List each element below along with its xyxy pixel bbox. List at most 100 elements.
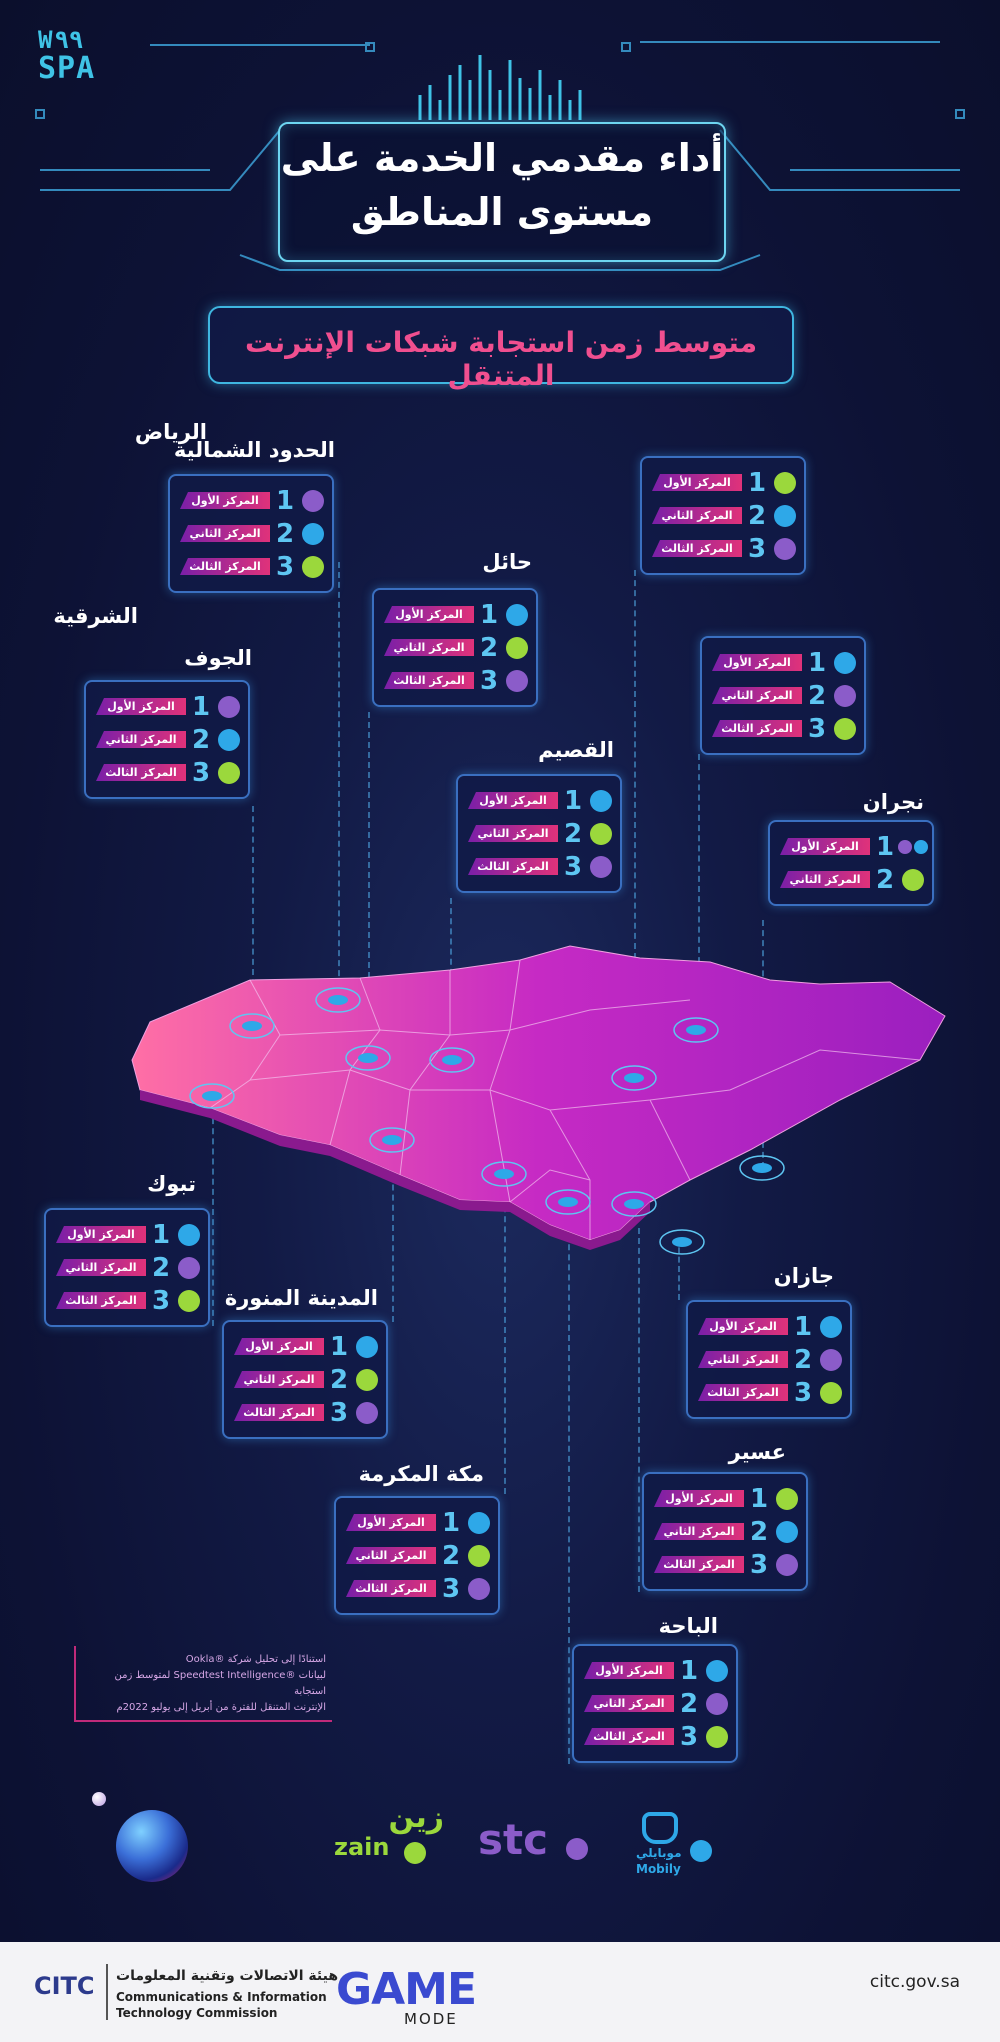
- rank-label: المركز الثاني: [180, 525, 270, 542]
- operator-dot: [706, 1660, 728, 1682]
- operator-dot: [820, 1382, 842, 1404]
- rank-label: المركز الأول: [584, 1662, 674, 1679]
- rank-number: 2: [750, 1517, 769, 1547]
- region-card: المركز الأول 1 المركز الثاني 2 المركز الثالث…: [334, 1496, 500, 1615]
- operator-dot: [776, 1521, 798, 1543]
- rank-number: 3: [750, 1550, 769, 1580]
- region-card: المركز الأول 1 المركز الثاني 2 المركز الثالث…: [700, 636, 866, 755]
- operator-dot: [834, 652, 856, 674]
- operator-dot: [776, 1488, 798, 1510]
- rank-number: 1: [750, 1484, 769, 1514]
- rank-number: 2: [276, 519, 295, 549]
- citc-name-en-line2: Technology Commission: [116, 2006, 278, 2020]
- rank-number: 3: [480, 666, 499, 696]
- citc-name-ar: هيئة الاتصالات وتقنية المعلومات: [116, 1968, 339, 1984]
- operator-dot: [302, 490, 324, 512]
- spa-logo: W٩٩ SPA: [38, 26, 120, 84]
- operator-dot: [218, 729, 240, 751]
- rank-label: المركز الثاني: [584, 1695, 674, 1712]
- region-name: مكة المكرمة: [358, 1462, 484, 1486]
- region-name: الباحة: [658, 1614, 718, 1638]
- rank-row: المركز الثالث 3: [458, 850, 620, 883]
- rank-row: المركز الثاني 2: [46, 1251, 208, 1284]
- operator-dot: [178, 1290, 200, 1312]
- rank-number: 1: [480, 600, 499, 630]
- leader-line: [678, 1238, 680, 1300]
- region-name: حائل: [482, 550, 532, 574]
- region-card: المركز الأول 1 المركز الثاني 2 المركز الثالث…: [456, 774, 622, 893]
- zain-logo-ar: زين: [388, 1800, 444, 1835]
- rank-number: 3: [808, 714, 827, 744]
- operator-dot: [820, 1349, 842, 1371]
- rank-number: 2: [330, 1365, 349, 1395]
- region-name: نجران: [862, 790, 924, 814]
- rank-label: المركز الثاني: [468, 825, 558, 842]
- rank-label: المركز الثالث: [96, 764, 186, 781]
- operator-dot: [774, 472, 796, 494]
- citc-logo: CITC: [34, 1972, 95, 2000]
- mobily-logo-ar: موبايلي: [636, 1846, 682, 1860]
- rank-number: 1: [152, 1220, 171, 1250]
- game-mode-logo: GAME: [336, 1964, 477, 2015]
- region-name: الجوف: [184, 646, 252, 670]
- rank-label: المركز الأول: [654, 1490, 744, 1507]
- game-mode-logo-sub: MODE: [404, 2010, 458, 2028]
- rank-label: المركز الأول: [384, 606, 474, 623]
- leader-line: [568, 1204, 570, 1764]
- region-card: المركز الأول 1 المركز الثاني 2 المركز الثالث…: [372, 588, 538, 707]
- rank-row: المركز الأول 1: [170, 484, 332, 517]
- operator-dot: [218, 762, 240, 784]
- rank-label: المركز الثاني: [346, 1547, 436, 1564]
- operator-dot: [302, 556, 324, 578]
- rank-label: المركز الثاني: [96, 731, 186, 748]
- operator-dot: [914, 840, 928, 854]
- rank-label: المركز الأول: [468, 792, 558, 809]
- rank-label: المركز الأول: [96, 698, 186, 715]
- rank-row: المركز الثاني 2: [574, 1687, 736, 1720]
- rank-row: المركز الثاني 2: [86, 723, 248, 756]
- rank-row: المركز الثالث 3: [374, 664, 536, 697]
- rank-row: المركز الثالث 3: [86, 756, 248, 789]
- operator-dot: [506, 670, 528, 692]
- region-card: المركز الأول 1 المركز الثاني 2: [768, 820, 934, 906]
- region-name: الشرقية: [53, 604, 138, 628]
- region-name: جازان: [773, 1264, 834, 1288]
- stc-dot: [566, 1838, 588, 1860]
- source-note: استنادًا إلى تحليل شركة ®Ookla لبيانات ®…: [74, 1646, 332, 1722]
- zain-dot: [404, 1842, 426, 1864]
- rank-number: 3: [680, 1722, 699, 1752]
- operator-dot: [218, 696, 240, 718]
- rank-row: المركز الأول 1: [770, 830, 932, 863]
- region-card: المركز الأول 1 المركز الثاني 2 المركز الثالث…: [168, 474, 334, 593]
- leader-line: [212, 1098, 214, 1326]
- region-card: المركز الأول 1 المركز الثاني 2 المركز الثالث…: [222, 1320, 388, 1439]
- stc-logo: stc: [478, 1818, 598, 1868]
- rank-label: المركز الأول: [234, 1338, 324, 1355]
- operator-dot: [178, 1224, 200, 1246]
- rank-number: 1: [680, 1656, 699, 1686]
- region-name: القصيم: [538, 738, 614, 762]
- rank-row: المركز الثالث 3: [336, 1572, 498, 1605]
- operator-dot: [356, 1369, 378, 1391]
- rank-row: المركز الأول 1: [458, 784, 620, 817]
- rank-row: المركز الأول 1: [688, 1310, 850, 1343]
- region-name: عسير: [728, 1440, 786, 1464]
- spa-logo-line2: SPA: [38, 51, 96, 86]
- rank-number: 2: [794, 1345, 813, 1375]
- rank-row: المركز الثالث 3: [702, 712, 864, 745]
- rank-number: 1: [276, 486, 295, 516]
- mobily-icon: [642, 1812, 678, 1844]
- rank-label: المركز الأول: [698, 1318, 788, 1335]
- rank-number: 1: [748, 468, 767, 498]
- rank-label: المركز الأول: [180, 492, 270, 509]
- rank-number: 2: [680, 1689, 699, 1719]
- rank-label: المركز الثالث: [180, 558, 270, 575]
- region-name: المدينة المنورة: [224, 1286, 378, 1310]
- zain-logo: زين zain: [334, 1802, 444, 1872]
- website-link[interactable]: citc.gov.sa: [869, 1972, 960, 1992]
- rank-label: المركز الثالث: [468, 858, 558, 875]
- rank-label: المركز الثالث: [584, 1728, 674, 1745]
- operator-dot: [590, 856, 612, 878]
- rank-label: المركز الثالث: [712, 720, 802, 737]
- operator-dot: [356, 1336, 378, 1358]
